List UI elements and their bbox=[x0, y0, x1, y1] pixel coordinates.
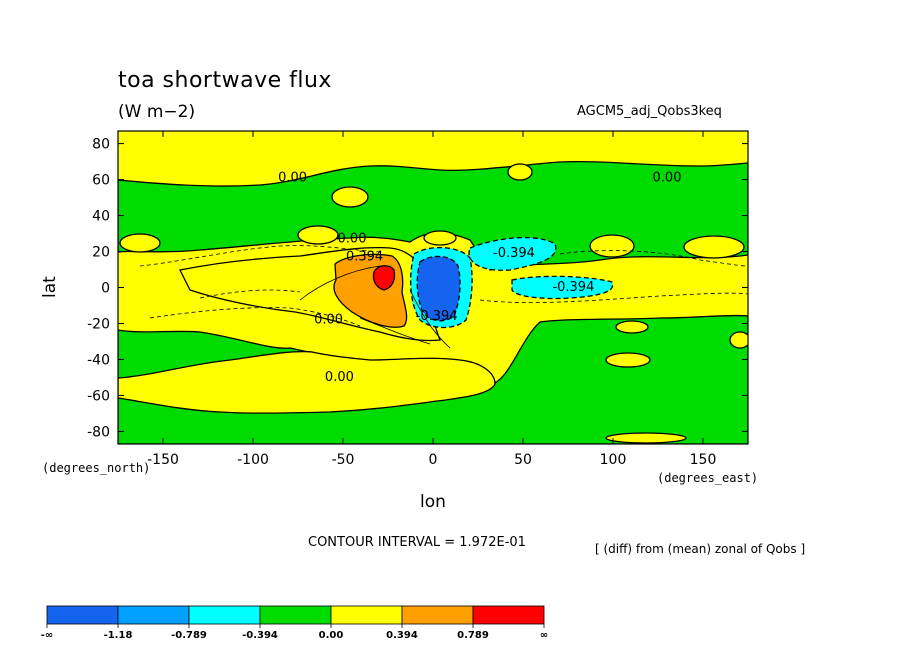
y-tick-label: -80 bbox=[87, 424, 110, 440]
patch-yellow-1 bbox=[589, 234, 635, 258]
contour-label: 0.00 bbox=[325, 370, 354, 385]
x-tick-label: -150 bbox=[147, 452, 179, 468]
colorbar-swatch bbox=[401, 605, 474, 625]
x-tick-label: -100 bbox=[237, 452, 269, 468]
y-tick-label: -20 bbox=[87, 316, 110, 332]
fill-blue-min bbox=[416, 255, 461, 322]
colorbar-label: -0.394 bbox=[242, 630, 278, 641]
experiment-label: AGCM5_adj_Qobs3keq bbox=[577, 104, 722, 119]
thin-contour-1 bbox=[299, 265, 381, 301]
y-tick-label: 0 bbox=[101, 281, 110, 297]
colorbar-label: 0.00 bbox=[319, 630, 344, 641]
colorbar-swatch bbox=[330, 605, 403, 625]
patch-yellow-4 bbox=[605, 352, 651, 368]
patch-yellow-3 bbox=[119, 233, 161, 253]
chart-units: (W m−2) bbox=[118, 102, 196, 122]
patch-yellow-8 bbox=[297, 225, 339, 245]
x-tick-label: 100 bbox=[600, 452, 627, 468]
fill-south-positive bbox=[118, 350, 496, 414]
y-axis-label: lat bbox=[40, 276, 60, 298]
x-axis: -150 -100 -50 0 50 100 150 bbox=[147, 131, 716, 468]
contour-label: -0.394 bbox=[493, 246, 535, 261]
contour-label: 0.00 bbox=[338, 232, 367, 247]
filled-contours bbox=[118, 131, 748, 444]
contour-interval: CONTOUR INTERVAL = 1.972E-01 bbox=[308, 535, 526, 550]
colorbar-label: 0.789 bbox=[457, 630, 489, 641]
x-tick-label: 0 bbox=[429, 452, 438, 468]
contour-label: 0.00 bbox=[314, 312, 343, 327]
x-axis-unit: (degrees_east) bbox=[657, 471, 759, 485]
patch-yellow-11 bbox=[605, 432, 687, 444]
patch-yellow-5 bbox=[615, 320, 649, 334]
dashed-contour-3 bbox=[479, 292, 748, 303]
x-tick-label: 150 bbox=[690, 452, 717, 468]
colorbar-swatch bbox=[259, 605, 332, 625]
thin-contour-3 bbox=[409, 289, 451, 349]
y-tick-label: 60 bbox=[92, 173, 110, 189]
patch-yellow-7 bbox=[331, 186, 369, 208]
colorbar-label: -0.789 bbox=[171, 630, 207, 641]
y-tick-label: 40 bbox=[92, 209, 110, 225]
thin-contour-2 bbox=[359, 317, 431, 345]
contour-label: 0.00 bbox=[278, 170, 307, 185]
dashed-contour-4 bbox=[559, 250, 748, 267]
colorbar-label: 0.394 bbox=[386, 630, 418, 641]
y-axis: 80 60 40 20 0 -20 -40 -60 -80 bbox=[87, 137, 748, 440]
colorbar-label: -1.18 bbox=[104, 630, 133, 641]
patch-yellow-6 bbox=[729, 331, 748, 349]
x-tick-label: -50 bbox=[332, 452, 355, 468]
patch-yellow-10 bbox=[423, 230, 457, 246]
patch-yellow-9 bbox=[507, 163, 533, 181]
contour-label: 0.394 bbox=[346, 250, 383, 265]
x-axis-label: lon bbox=[420, 492, 446, 512]
difference-note: [ (diff) from (mean) zonal of Qobs ] bbox=[595, 542, 806, 556]
contour-label: -0.394 bbox=[416, 309, 458, 324]
y-tick-label: 80 bbox=[92, 137, 110, 153]
colorbar-swatch bbox=[472, 605, 545, 625]
y-tick-label: 20 bbox=[92, 245, 110, 261]
contour-label: -0.394 bbox=[552, 280, 594, 295]
y-tick-label: -40 bbox=[87, 352, 110, 368]
contour-labels: 0.00 0.00 0.00 0.00 0.00 0.394 -0.394 -0.394 -0.… bbox=[278, 170, 681, 385]
dashed-contour-1 bbox=[139, 245, 381, 267]
dashed-contour-2 bbox=[149, 307, 361, 327]
fill-cyan-min-far-east bbox=[511, 275, 614, 300]
fill-cyan-min-east bbox=[468, 236, 557, 271]
x-tick-label: 50 bbox=[514, 452, 532, 468]
colorbar: -∞ -1.18 -0.789 -0.394 0.00 0.394 0.789 ∞ bbox=[41, 605, 548, 641]
y-tick-label: -60 bbox=[87, 388, 110, 404]
chart-title: toa shortwave flux bbox=[118, 68, 332, 93]
colorbar-swatch bbox=[188, 605, 261, 625]
contour-label: 0.00 bbox=[653, 170, 682, 185]
patch-yellow-2 bbox=[683, 235, 745, 259]
colorbar-label: -∞ bbox=[41, 630, 53, 641]
y-axis-unit: (degrees_north) bbox=[42, 461, 151, 475]
colorbar-swatch bbox=[117, 605, 190, 625]
colorbar-swatch bbox=[46, 605, 119, 625]
colorbar-label: ∞ bbox=[540, 630, 548, 641]
fill-red-max bbox=[372, 265, 396, 291]
